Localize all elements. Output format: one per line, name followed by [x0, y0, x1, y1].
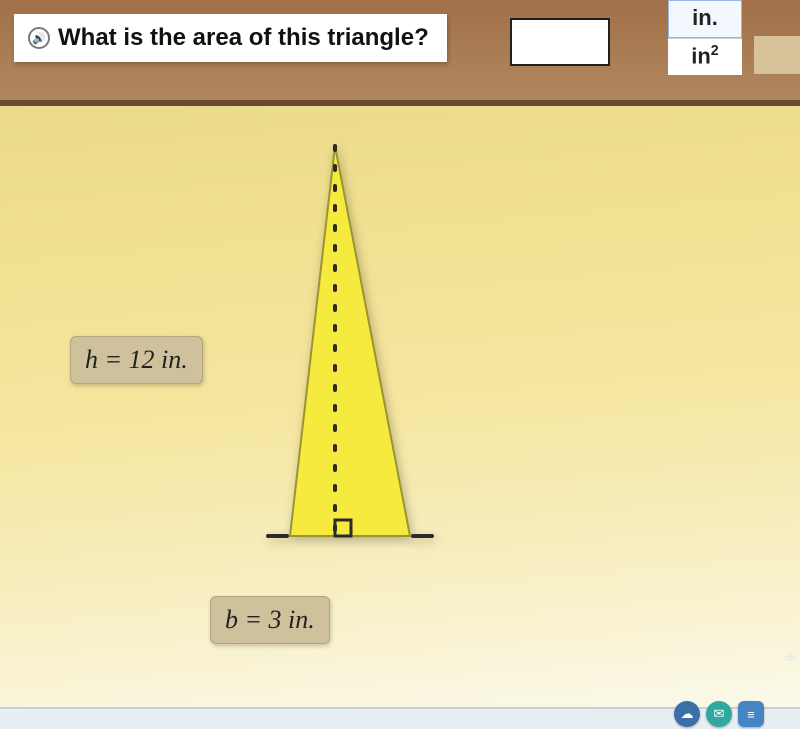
base-label: b = 3 in.: [210, 596, 330, 644]
partial-button-right: [754, 36, 800, 74]
height-label: h = 12 in.: [70, 336, 203, 384]
triangle-shape: [290, 146, 410, 536]
triangle-diagram: [260, 136, 440, 566]
audio-icon[interactable]: 🔊: [28, 27, 50, 49]
height-label-text: h = 12 in.: [85, 345, 188, 374]
tray-icon-cloud[interactable]: ☁: [674, 701, 700, 727]
answer-input[interactable]: [510, 18, 610, 66]
unit-selector: in. in2: [668, 0, 742, 75]
figure-area: h = 12 in. b = 3 in. ⌖ ☁ ✉ ≡: [0, 106, 800, 729]
tray-icon-panel[interactable]: ≡: [738, 701, 764, 727]
unit-in2-exp: 2: [711, 43, 719, 59]
tray-icons: ☁ ✉ ≡: [674, 701, 764, 727]
question-box: 🔊 What is the area of this triangle?: [14, 14, 447, 62]
cursor-icon: ⌖: [785, 646, 796, 669]
unit-option-in2[interactable]: in2: [668, 38, 742, 75]
base-label-text: b = 3 in.: [225, 605, 315, 634]
unit-option-in[interactable]: in.: [668, 0, 742, 38]
unit-in2-base: in: [691, 43, 711, 68]
header-divider: [0, 100, 800, 106]
tray-icon-chat[interactable]: ✉: [706, 701, 732, 727]
question-text: What is the area of this triangle?: [58, 24, 429, 52]
unit-in-label: in.: [692, 5, 718, 30]
